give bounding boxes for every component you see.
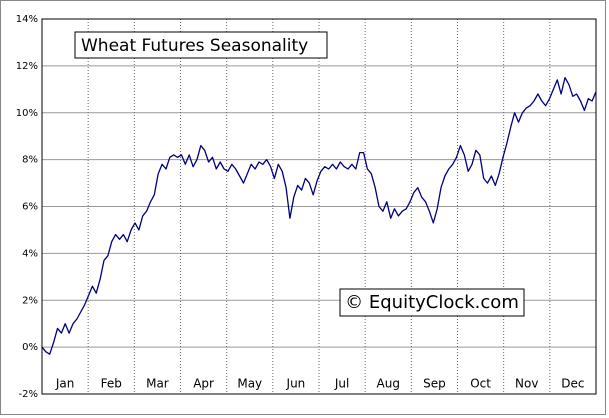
x-tick-label: Jan [55,377,75,391]
x-tick-label: Jun [286,377,306,391]
annotation-box [339,288,525,317]
y-tick-label: -2% [19,389,38,400]
x-tick-label: May [237,377,262,391]
y-tick-label: 12% [16,61,38,72]
x-tick-label: Aug [377,377,400,391]
plot-border [41,18,597,395]
x-tick-label: Sep [423,377,446,391]
y-tick-label: 8% [22,155,38,166]
x-tick-label: Feb [101,377,122,391]
title-box [74,31,328,59]
x-tick-label: Dec [561,377,584,391]
y-tick-label: 2% [22,295,38,306]
annotation: © EquityClock.com [345,292,519,313]
marks [41,76,597,355]
y-tick-label: 10% [16,108,38,119]
x-tick-label: Nov [515,377,538,391]
y-tick-label: 4% [22,248,38,259]
x-tick-label: Jul [334,377,349,391]
y-tick-label: 14% [16,14,38,25]
x-tick-label: Apr [193,377,214,391]
chart-title: Wheat Futures Seasonality [81,36,308,56]
x-tick-label: Oct [470,377,491,391]
x-tick-label: Mar [146,377,169,391]
y-tick-label: 0% [22,342,38,353]
line-series [41,76,597,355]
y-tick-label: 6% [22,202,38,213]
